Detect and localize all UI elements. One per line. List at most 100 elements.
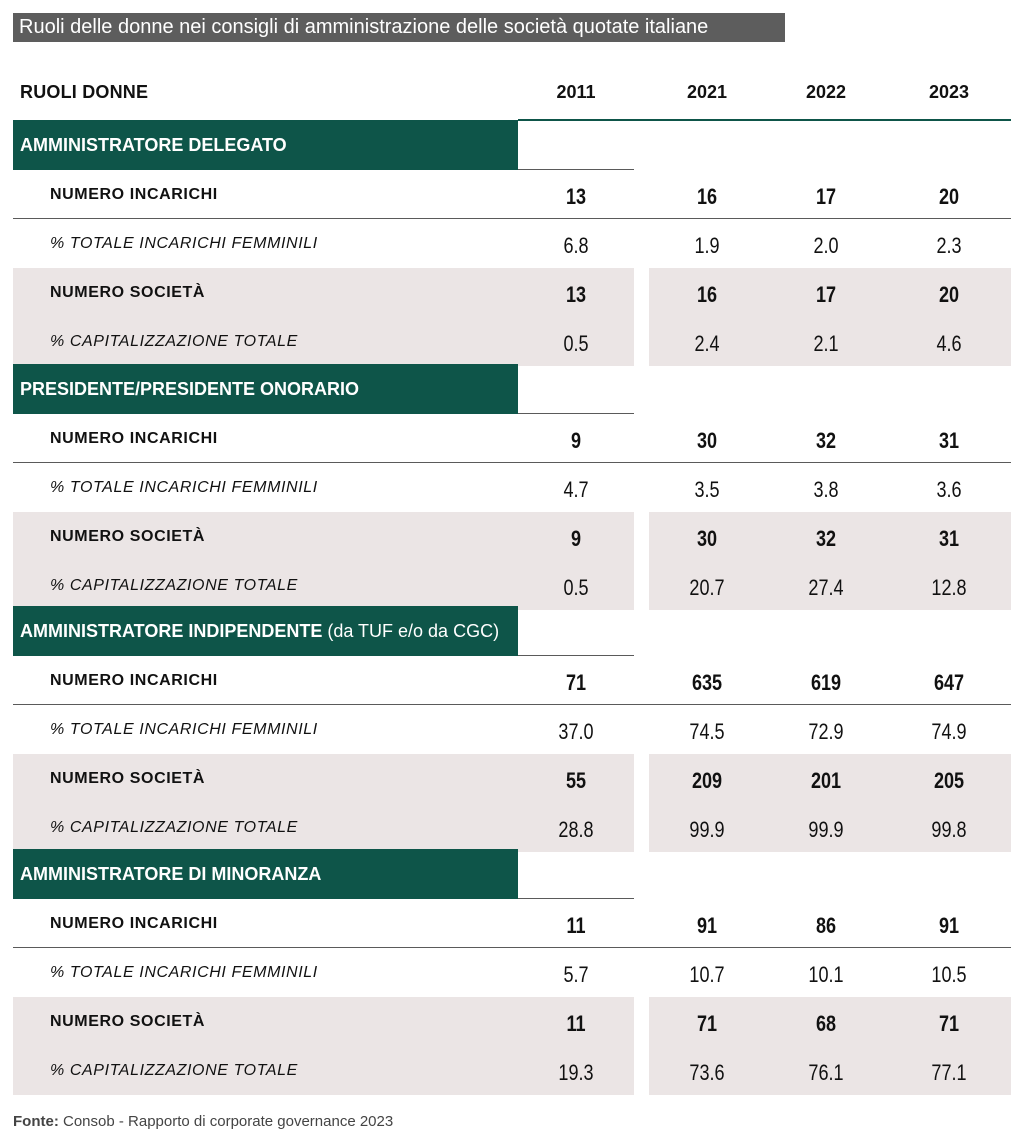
cell-value-2021: 2.4 — [694, 331, 720, 356]
cell-value-2023: 20 — [938, 184, 960, 209]
cell-value-2023: 99.8 — [931, 817, 967, 842]
cell-value-2022: 32 — [815, 526, 837, 551]
section-header: AMMINISTRATORE INDIPENDENTE (da TUF e/o … — [13, 606, 518, 656]
column-header-2021: 2021 — [686, 82, 728, 102]
row-background — [649, 1046, 1011, 1095]
row-background — [13, 997, 634, 1046]
cell-value-2023: 4.6 — [936, 331, 962, 356]
cell-value-2011: 55 — [565, 768, 587, 793]
row-divider — [518, 413, 634, 414]
section-note: (da TUF e/o da CGC) — [322, 621, 500, 641]
cell-value-2022: 2.1 — [813, 331, 839, 356]
table-row-numero-incarichi: NUMERO INCARICHI 9 30 32 31 — [13, 414, 1011, 463]
cell-value-2022: 27.4 — [808, 575, 844, 600]
cell-value-2011: 6.8 — [563, 233, 589, 258]
cell-value-2011: 0.5 — [563, 575, 589, 600]
row-label: % TOTALE INCARICHI FEMMINILI — [50, 721, 318, 738]
cell-value-2022: 2.0 — [813, 233, 839, 258]
cell-value-2011: 0.5 — [563, 331, 589, 356]
row-label: % CAPITALIZZAZIONE TOTALE — [50, 1062, 298, 1079]
cell-value-2022: 76.1 — [808, 1060, 844, 1085]
cell-value-2023: 31 — [938, 428, 960, 453]
row-label: NUMERO SOCIETÀ — [50, 528, 206, 545]
row-label: NUMERO INCARICHI — [50, 430, 218, 447]
column-header-2011: 2011 — [556, 82, 596, 102]
cell-value-2011: 37.0 — [558, 719, 594, 744]
table-header: RUOLI DONNE 2011 2021 2022 2023 — [13, 72, 1011, 118]
chart-title: Ruoli delle donne nei consigli di ammini… — [13, 13, 785, 42]
row-divider — [13, 462, 1011, 463]
cell-value-2011: 28.8 — [558, 817, 594, 842]
row-background — [649, 268, 1011, 317]
row-divider — [518, 169, 634, 170]
row-divider — [13, 704, 1011, 705]
row-label: % CAPITALIZZAZIONE TOTALE — [50, 819, 298, 836]
row-background — [13, 268, 634, 317]
cell-value-2011: 11 — [566, 1011, 586, 1036]
cell-value-2023: 647 — [933, 670, 965, 695]
row-background — [13, 512, 634, 561]
cell-value-2021: 74.5 — [689, 719, 725, 744]
column-header-2023: 2023 — [928, 82, 970, 102]
cell-value-2021: 71 — [696, 1011, 718, 1036]
cell-value-2021: 16 — [696, 184, 718, 209]
section-title: AMMINISTRATORE INDIPENDENTE — [20, 621, 323, 641]
section-title: PRESIDENTE/PRESIDENTE ONORARIO — [20, 379, 360, 399]
cell-value-2021: 73.6 — [689, 1060, 725, 1085]
table-row-totale-incarichi-femminili: % TOTALE INCARICHI FEMMINILI 4.7 3.5 3.8 3.6 — [13, 463, 1011, 512]
row-divider — [518, 655, 634, 656]
table-row-capitalizzazione-totale: % CAPITALIZZAZIONE TOTALE 28.8 99.9 99.9 99.… — [13, 803, 1011, 852]
row-background — [13, 754, 634, 803]
header-divider — [518, 119, 1011, 121]
cell-value-2021: 91 — [696, 913, 718, 938]
source-note: Fonte: Consob - Rapporto di corporate go… — [13, 1113, 393, 1130]
table-row-numero-incarichi: NUMERO INCARICHI 71 635 619 647 — [13, 656, 1011, 705]
row-divider — [518, 898, 634, 899]
section-header: AMMINISTRATORE DELEGATO — [13, 120, 518, 170]
table-row-capitalizzazione-totale: % CAPITALIZZAZIONE TOTALE 0.5 20.7 27.4 12.8 — [13, 561, 1011, 610]
row-label: % TOTALE INCARICHI FEMMINILI — [50, 235, 318, 252]
cell-value-2011: 13 — [565, 282, 587, 307]
table-row-totale-incarichi-femminili: % TOTALE INCARICHI FEMMINILI 6.8 1.9 2.0 2.3 — [13, 219, 1011, 268]
table-row-totale-incarichi-femminili: % TOTALE INCARICHI FEMMINILI 5.7 10.7 10.1 1… — [13, 948, 1011, 997]
cell-value-2023: 77.1 — [931, 1060, 967, 1085]
cell-value-2023: 20 — [938, 282, 960, 307]
row-background — [649, 754, 1011, 803]
row-background — [649, 512, 1011, 561]
section-header: AMMINISTRATORE DI MINORANZA — [13, 849, 518, 899]
cell-value-2021: 30 — [696, 428, 718, 453]
cell-value-2021: 1.9 — [694, 233, 720, 258]
cell-value-2023: 3.6 — [936, 477, 962, 502]
header-label: RUOLI DONNE — [20, 82, 149, 102]
row-label: NUMERO INCARICHI — [50, 672, 218, 689]
table-row-numero-incarichi: NUMERO INCARICHI 11 91 86 91 — [13, 899, 1011, 948]
row-label: NUMERO SOCIETÀ — [50, 770, 206, 787]
cell-value-2011: 71 — [565, 670, 587, 695]
cell-value-2011: 11 — [566, 913, 586, 938]
row-label: NUMERO INCARICHI — [50, 915, 218, 932]
cell-value-2023: 31 — [938, 526, 960, 551]
table-row-capitalizzazione-totale: % CAPITALIZZAZIONE TOTALE 0.5 2.4 2.1 4.6 — [13, 317, 1011, 366]
row-label: % CAPITALIZZAZIONE TOTALE — [50, 577, 298, 594]
cell-value-2022: 619 — [810, 670, 842, 695]
table-row-capitalizzazione-totale: % CAPITALIZZAZIONE TOTALE 19.3 73.6 76.1 77.… — [13, 1046, 1011, 1095]
row-background — [13, 1046, 634, 1095]
cell-value-2011: 9 — [570, 526, 582, 551]
cell-value-2021: 99.9 — [689, 817, 725, 842]
row-label: % TOTALE INCARICHI FEMMINILI — [50, 479, 318, 496]
cell-value-2011: 9 — [570, 428, 582, 453]
cell-value-2022: 68 — [815, 1011, 837, 1036]
row-background — [13, 803, 634, 852]
cell-value-2022: 99.9 — [808, 817, 844, 842]
row-label: NUMERO SOCIETÀ — [50, 284, 206, 301]
cell-value-2022: 17 — [815, 282, 837, 307]
cell-value-2023: 10.5 — [931, 962, 967, 987]
section-header: PRESIDENTE/PRESIDENTE ONORARIO — [13, 364, 518, 414]
table-row-numero-societa: NUMERO SOCIETÀ 55 209 201 205 — [13, 754, 1011, 803]
row-label: % TOTALE INCARICHI FEMMINILI — [50, 964, 318, 981]
table-row-numero-incarichi: NUMERO INCARICHI 13 16 17 20 — [13, 170, 1011, 219]
table-row-numero-societa: NUMERO SOCIETÀ 11 71 68 71 — [13, 997, 1011, 1046]
cell-value-2022: 201 — [810, 768, 842, 793]
cell-value-2021: 16 — [696, 282, 718, 307]
cell-value-2022: 72.9 — [808, 719, 844, 744]
